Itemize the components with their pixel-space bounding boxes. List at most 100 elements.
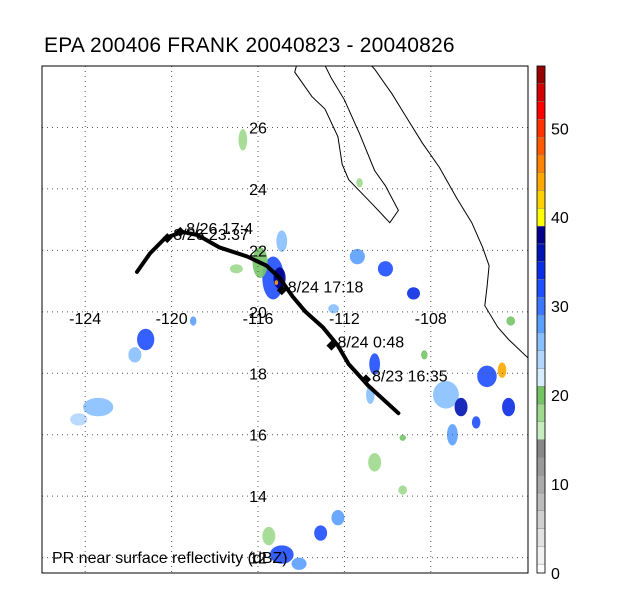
- colorbar-tick-label: 10: [551, 477, 569, 494]
- map-caption: PR near surface reflectivity (dBZ): [52, 550, 288, 567]
- rain-echo: [274, 280, 279, 286]
- colorbar-band: [536, 421, 546, 440]
- colorbar-band: [536, 297, 546, 316]
- colorbar-band: [536, 243, 546, 262]
- latitude-label: 14: [249, 489, 267, 506]
- track-fix-marker: [162, 233, 173, 244]
- map-title: EPA 200406 FRANK 20040823 - 20040826: [44, 34, 455, 57]
- colorbar-frame: [536, 65, 546, 574]
- longitude-label: -116: [243, 311, 274, 328]
- rain-echo: [262, 526, 276, 546]
- rain-echo: [432, 380, 459, 409]
- storm-track: 8/23 16:35 8/24 0:48 8/24 17:18 8/26 23:378…: [135, 221, 448, 416]
- rain-echo: [477, 365, 497, 388]
- rain-echo: [502, 397, 516, 417]
- latitude-label: 18: [249, 366, 267, 383]
- colorbar-band: [536, 172, 546, 191]
- rain-echo: [70, 413, 88, 426]
- rain-echo: [314, 525, 328, 541]
- colorbar-band: [536, 563, 546, 574]
- track-fix-label: 8/26 23:37: [173, 227, 249, 244]
- colorbar-tick-label: 40: [551, 210, 569, 227]
- longitude-label: -108: [415, 311, 447, 328]
- latitude-label: 24: [249, 182, 267, 199]
- colorbar-band: [536, 119, 546, 138]
- colorbar-band: [536, 403, 546, 422]
- rain-echo: [189, 316, 197, 326]
- storm-track-line: [135, 229, 401, 416]
- track-fix-label: 8/24 0:48: [337, 335, 404, 352]
- rain-echo: [229, 264, 243, 274]
- colorbar-band: [536, 83, 546, 102]
- longitude-label: -120: [156, 311, 188, 328]
- colorbar-tick-label: 20: [551, 388, 569, 405]
- colorbar-band: [536, 386, 546, 405]
- rain-echo: [137, 328, 155, 351]
- rain-echo: [421, 350, 428, 360]
- colorbar-tick-label: 0: [551, 566, 560, 583]
- track-fix-label: 8/26 17:4: [186, 221, 253, 238]
- latitude-label: 20: [249, 305, 267, 322]
- rain-echo: [276, 230, 288, 252]
- rain-echo: [356, 178, 363, 188]
- longitude-label: -124: [69, 311, 101, 328]
- graticule: [42, 66, 528, 573]
- longitude-label: -112: [329, 311, 360, 328]
- colorbar-band: [536, 510, 546, 529]
- colorbar-band: [536, 492, 546, 511]
- colorbar-band: [536, 208, 546, 227]
- track-fix-label: 8/23 16:35: [372, 368, 448, 385]
- rain-echo: [83, 397, 114, 417]
- colorbar-band: [536, 65, 546, 84]
- rain-echo: [238, 128, 248, 151]
- rain-echo: [331, 510, 345, 526]
- rain-echo: [328, 304, 339, 314]
- map-labels: -124 -120 -116 -112 -108 12 14 16 18 20 22 24 26: [69, 120, 447, 567]
- colorbar-band: [536, 528, 546, 547]
- colorbar-band: [536, 474, 546, 494]
- track-fix-label: 8/24 17:18: [288, 279, 364, 296]
- colorbar-band: [536, 368, 546, 387]
- rain-echo: [407, 287, 420, 300]
- colorbar-band: [536, 546, 546, 565]
- colorbar-band: [536, 439, 546, 458]
- coastline: [206, 29, 528, 359]
- mainland-mexico-coast: [371, 66, 528, 359]
- latitude-label: 22: [249, 243, 267, 260]
- rain-echo: [291, 557, 307, 570]
- colorbar-band: [536, 350, 546, 369]
- baja-california-coast: [294, 66, 399, 224]
- rain-echo: [349, 248, 365, 265]
- latitude-label: 26: [249, 120, 267, 137]
- rain-echo: [506, 316, 516, 326]
- colorbar-band: [536, 225, 546, 245]
- map-body: 8/23 16:35 8/24 0:48 8/24 17:18 8/26 23:378…: [42, 29, 528, 573]
- colorbar-tick-label: 50: [551, 121, 569, 138]
- rain-echo: [471, 416, 481, 429]
- rain-echo-layer: [70, 128, 516, 570]
- colorbar-band: [536, 457, 546, 476]
- rain-echo: [128, 347, 142, 363]
- rain-echo: [369, 353, 381, 375]
- rain-echo: [399, 434, 406, 441]
- colorbar-tick-label: 30: [551, 299, 569, 316]
- colorbar-band: [536, 332, 546, 351]
- colorbar-band: [536, 190, 546, 209]
- colorbar-band: [536, 279, 546, 298]
- track-fix-marker: [326, 340, 337, 351]
- reflectivity-colorbar: 0 10 20 30 40 50: [536, 65, 569, 583]
- track-fix-marker: [175, 226, 186, 237]
- colorbar-band: [536, 101, 546, 120]
- latitude-label: 16: [249, 428, 267, 445]
- map-frame: [41, 65, 529, 574]
- rain-echo: [368, 453, 382, 472]
- rain-echo: [454, 397, 468, 417]
- rain-echo: [497, 362, 507, 378]
- rain-echo: [398, 485, 408, 495]
- colorbar-band: [536, 154, 546, 173]
- colorbar-band: [536, 314, 546, 334]
- island-coast: [206, 29, 209, 40]
- latitude-label: 12: [249, 551, 267, 568]
- rain-echo: [269, 545, 294, 564]
